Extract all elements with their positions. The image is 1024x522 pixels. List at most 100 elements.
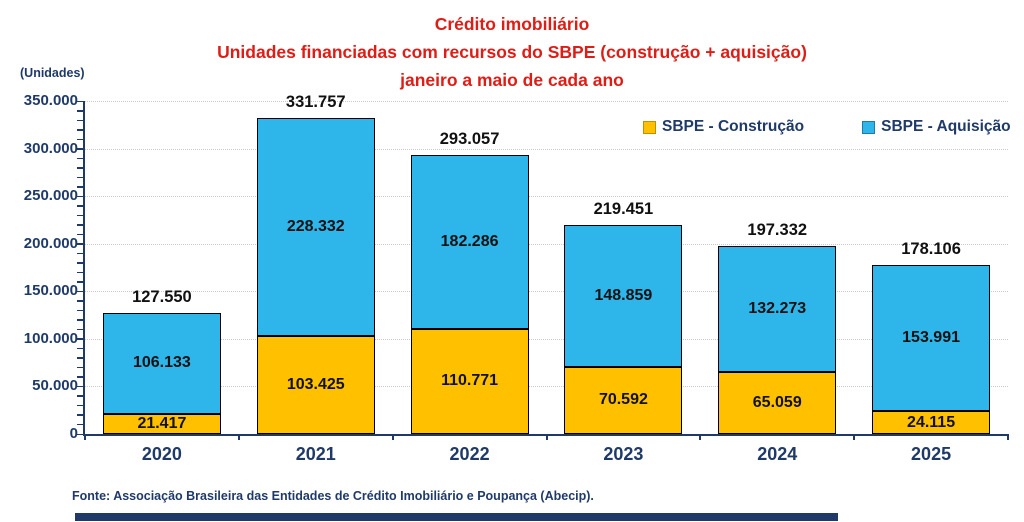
construcao-swatch-icon — [643, 120, 656, 134]
y-tick — [77, 100, 83, 102]
chart-legend: SBPE - Construção SBPE - Aquisição — [643, 118, 1011, 136]
gridline-100000 — [85, 338, 1008, 340]
legend-item-construcao: SBPE - Construção — [643, 118, 804, 136]
y-tick-label: 150.000 — [23, 282, 78, 300]
x-tick — [84, 434, 86, 440]
gridline-150000 — [85, 291, 1008, 293]
x-tick — [853, 434, 856, 440]
bar-segment-2021-construcao: 103.425 — [256, 335, 375, 434]
y-tick-label: 50.000 — [32, 377, 78, 395]
gridline-300000 — [85, 148, 1008, 150]
total-value-label: 197.332 — [747, 221, 808, 240]
y-tick — [77, 271, 83, 274]
y-tick-label: 350.000 — [23, 92, 78, 109]
y-tick — [77, 119, 83, 122]
x-category-label-2023: 2023 — [603, 444, 644, 464]
gridline-50000 — [85, 386, 1008, 388]
x-tick — [391, 434, 394, 440]
total-value-label: 178.106 — [901, 239, 961, 258]
y-tick — [77, 252, 83, 255]
y-tick — [77, 129, 83, 131]
gridline-350000 — [85, 101, 1008, 102]
segment-value-label: 21.417 — [137, 414, 187, 432]
y-tick-label: 300.000 — [23, 139, 78, 157]
y-tick — [77, 186, 83, 188]
bar-segment-2021-aquisicao: 228.332 — [256, 118, 375, 336]
x-tick — [1007, 434, 1009, 440]
y-tick — [77, 338, 83, 340]
bar-2020: 21.417 106.133 — [102, 312, 221, 434]
bar-segment-2020-aquisicao: 106.133 — [102, 312, 221, 414]
y-tick — [77, 262, 83, 264]
segment-value-label: 228.332 — [286, 217, 345, 235]
bar-segment-2024-aquisicao: 132.273 — [718, 246, 837, 373]
y-tick — [77, 195, 83, 198]
bar-segment-2025-construcao: 24.115 — [872, 411, 991, 434]
y-tick — [77, 300, 83, 302]
segment-value-label: 182.286 — [440, 232, 499, 250]
bar-segment-2025-aquisicao: 153.991 — [872, 264, 991, 412]
x-category-label-2024: 2024 — [757, 444, 798, 464]
y-tick — [77, 176, 83, 179]
segment-value-label: 65.059 — [752, 394, 802, 412]
x-tick — [237, 434, 240, 440]
y-tick — [77, 281, 83, 283]
y-tick — [77, 328, 83, 331]
chart-title: Crédito imobiliário Unidades financiadas… — [0, 10, 1024, 94]
y-tick — [77, 110, 83, 112]
legend-label: SBPE - Aquisição — [881, 118, 1011, 135]
x-category-label-2021: 2021 — [295, 444, 336, 464]
source-note: Fonte: Associação Brasileira das Entidad… — [72, 489, 594, 503]
y-tick — [77, 224, 83, 226]
y-tick — [77, 243, 83, 245]
y-tick — [77, 366, 83, 369]
segment-value-label: 24.115 — [907, 413, 956, 431]
y-tick — [77, 233, 83, 236]
y-tick — [77, 309, 83, 312]
y-tick — [77, 423, 83, 426]
y-tick — [77, 385, 83, 388]
y-tick — [77, 347, 83, 350]
segment-value-label: 103.425 — [286, 375, 345, 393]
segment-value-label: 148.859 — [594, 287, 653, 305]
x-category-label-2025: 2025 — [911, 444, 952, 464]
y-tick — [77, 167, 83, 169]
bottom-decorative-bar — [75, 513, 838, 521]
y-tick-label: 200.000 — [23, 234, 78, 252]
aquisicao-swatch-icon — [862, 120, 876, 134]
segment-value-label: 153.991 — [902, 328, 960, 346]
total-value-label: 219.451 — [593, 200, 654, 219]
y-tick — [77, 404, 83, 407]
y-tick — [77, 357, 83, 359]
bar-2025: 24.115 153.991 — [872, 264, 991, 434]
bar-2022: 110.771 182.286 — [410, 155, 529, 434]
gridline-250000 — [85, 196, 1008, 198]
y-tick — [77, 414, 83, 416]
legend-item-aquisicao: SBPE - Aquisição — [862, 118, 1011, 136]
bar-segment-2020-construcao: 21.417 — [102, 413, 221, 434]
bar-segment-2022-aquisicao: 182.286 — [410, 155, 529, 329]
bar-2023: 70.592 148.859 — [564, 225, 683, 434]
segment-value-label: 70.592 — [598, 391, 648, 409]
x-tick — [545, 434, 548, 440]
bar-2024: 65.059 132.273 — [718, 246, 837, 434]
chart-title-line1: Crédito imobiliário — [434, 14, 590, 34]
y-tick — [77, 138, 83, 141]
y-axis-unit-label: (Unidades) — [20, 66, 85, 80]
chart-title-line3: janeiro a maio de cada ano — [400, 70, 624, 90]
plot-area: 0 50.000 100.000 150.000 200.000 250.000 300.0… — [24, 92, 1009, 464]
bar-segment-2023-aquisicao: 148.859 — [564, 225, 683, 367]
gridline-200000 — [85, 243, 1008, 245]
y-tick-label: 0 — [69, 425, 78, 442]
y-tick — [77, 395, 83, 397]
y-tick — [77, 376, 83, 378]
segment-value-label: 110.771 — [441, 372, 499, 390]
chart-title-line2: Unidades financiadas com recursos do SBP… — [217, 42, 807, 62]
y-axis-line — [83, 101, 85, 436]
x-tick — [699, 434, 702, 440]
bar-segment-2022-construcao: 110.771 — [410, 328, 529, 434]
y-tick — [77, 205, 83, 207]
bar-segment-2023-construcao: 70.592 — [564, 366, 683, 434]
bar-2021: 103.425 228.332 — [256, 118, 375, 434]
y-tick — [77, 148, 83, 150]
